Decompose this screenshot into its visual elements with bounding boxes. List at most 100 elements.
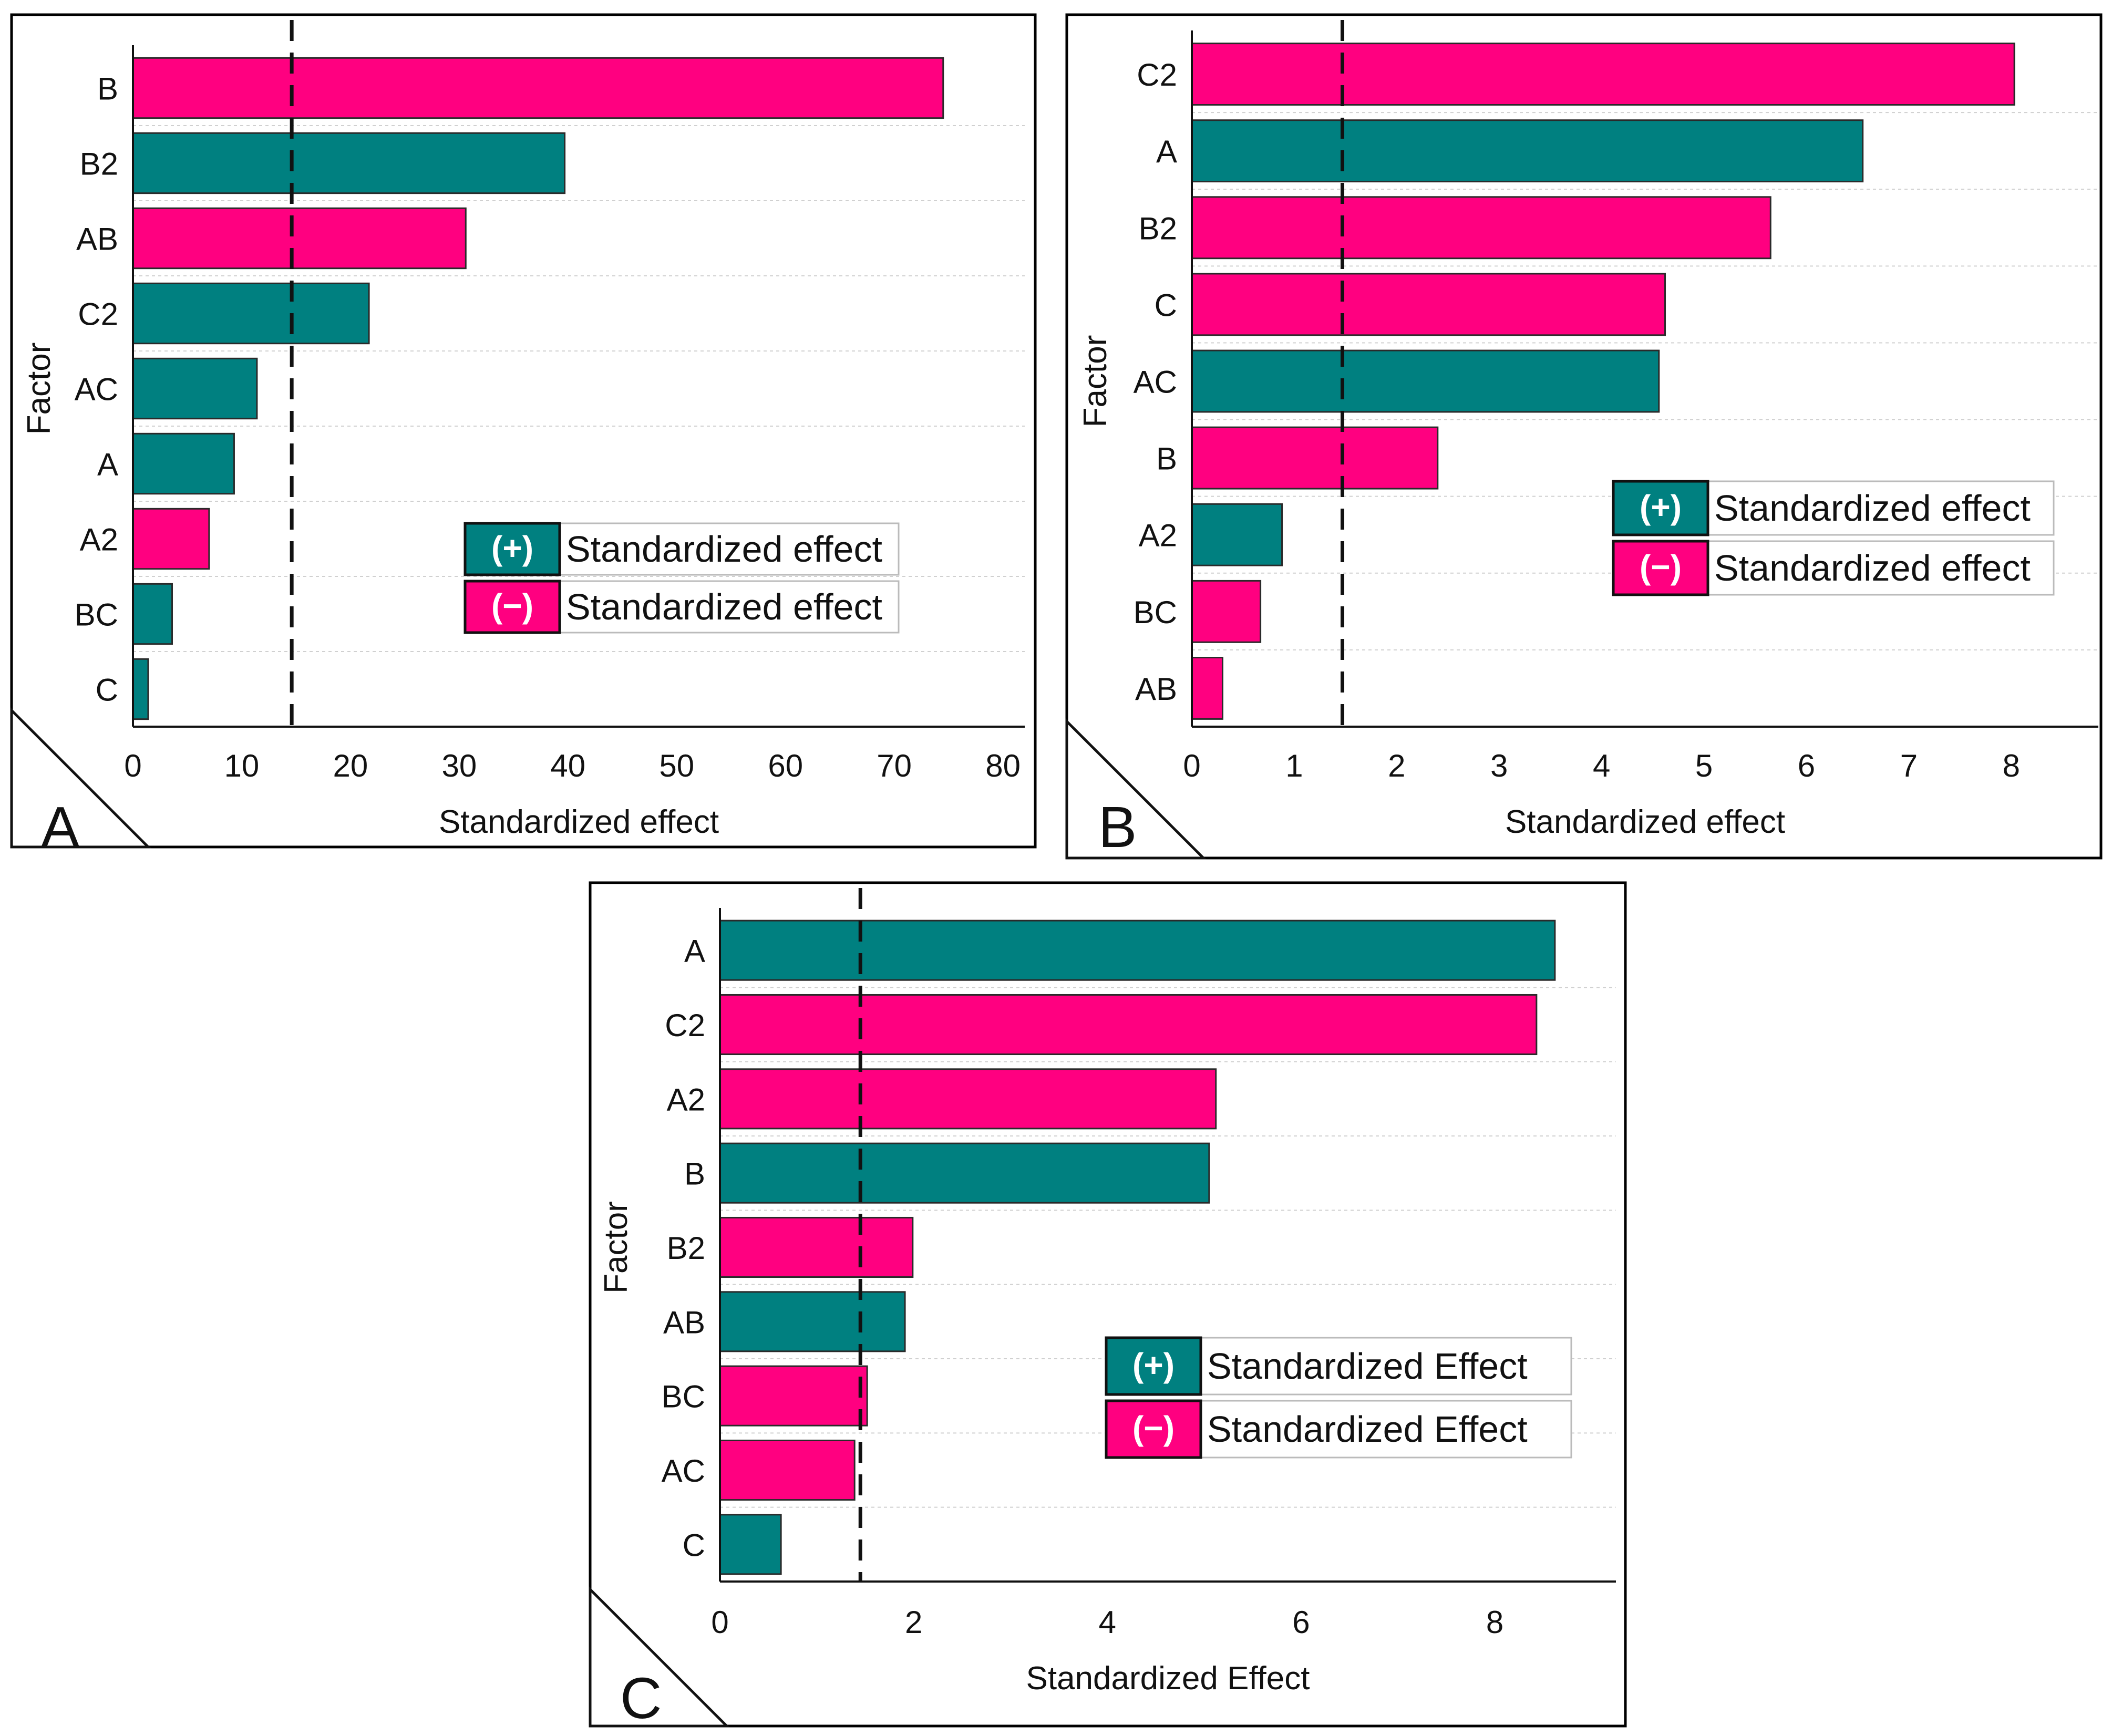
category-label: BC bbox=[662, 1379, 705, 1414]
panel-corner-triangle bbox=[10, 707, 152, 849]
bar-ab bbox=[719, 1291, 906, 1352]
bar-c bbox=[719, 1514, 782, 1575]
category-label: B bbox=[97, 71, 118, 107]
y-axis-title: Factor bbox=[21, 343, 57, 435]
category-label: A2 bbox=[1139, 518, 1177, 553]
x-tick-label: 5 bbox=[1695, 748, 1713, 783]
legend-sign: (−) bbox=[491, 587, 533, 625]
x-tick-label: 4 bbox=[1099, 1605, 1116, 1640]
category-label: B bbox=[1156, 441, 1177, 477]
x-tick-label: 8 bbox=[2003, 748, 2020, 783]
legend-label: Standardized Effect bbox=[1207, 1346, 1528, 1387]
legend-swatch bbox=[1105, 1399, 1202, 1459]
bar-c bbox=[1191, 273, 1666, 336]
y-axis-title: Factor bbox=[598, 1201, 634, 1294]
x-tick-label: 6 bbox=[1292, 1605, 1310, 1640]
legend-label: Standardized effect bbox=[1714, 488, 2031, 529]
x-tick-label: 6 bbox=[1798, 748, 1815, 783]
category-label: B2 bbox=[80, 147, 118, 182]
legend-swatch bbox=[463, 580, 561, 634]
bar-b bbox=[719, 1142, 1210, 1204]
legend-label: Standardized effect bbox=[566, 529, 882, 570]
bar-ab bbox=[132, 207, 467, 270]
bar-ac bbox=[132, 357, 258, 420]
legend-swatch bbox=[1105, 1336, 1202, 1396]
bar-a2 bbox=[719, 1068, 1217, 1130]
x-tick-label: 0 bbox=[124, 748, 141, 783]
x-tick-label: 10 bbox=[224, 748, 260, 783]
bar-c2 bbox=[719, 994, 1538, 1056]
bar-c2 bbox=[1191, 43, 2015, 106]
bar-ac bbox=[719, 1439, 856, 1501]
x-tick-label: 2 bbox=[1388, 748, 1405, 783]
legend-label: Standardized effect bbox=[1714, 547, 2031, 588]
bar-bc bbox=[1191, 580, 1262, 643]
category-label: C2 bbox=[665, 1008, 705, 1043]
category-label: AC bbox=[662, 1453, 705, 1489]
category-label: A2 bbox=[80, 522, 118, 557]
legend-label: Standardized Effect bbox=[1207, 1409, 1528, 1450]
x-tick-label: 0 bbox=[711, 1605, 728, 1640]
legend-sign: (−) bbox=[1640, 548, 1682, 586]
x-tick-label: 50 bbox=[659, 748, 694, 783]
bar-b2 bbox=[719, 1216, 914, 1278]
legend-sign: (−) bbox=[1132, 1409, 1175, 1447]
legend-swatch bbox=[463, 522, 561, 576]
chart-panel-a: B B2 AB C2 AC A A2 BC C 0 10 20 30 40 50 60 70 80 Standard… bbox=[10, 13, 1037, 860]
bar-b bbox=[132, 57, 944, 119]
bar-a2 bbox=[132, 508, 210, 570]
chart-panel-b: C2 A B2 C AC B A2 BC AB 0 1 2 3 4 5 6 7 8 Standardized eff… bbox=[1065, 13, 2103, 860]
category-label: B2 bbox=[1139, 211, 1177, 246]
legend-sign: (+) bbox=[1640, 488, 1682, 526]
bar-a bbox=[132, 432, 235, 495]
x-tick-label: 20 bbox=[333, 748, 368, 783]
category-label: AC bbox=[75, 372, 118, 407]
panel-letter: A bbox=[41, 795, 80, 860]
category-label: AB bbox=[76, 222, 118, 257]
category-label: A bbox=[684, 934, 705, 969]
bar-bc bbox=[719, 1365, 868, 1427]
bar-a2 bbox=[1191, 503, 1283, 566]
legend-swatch bbox=[1612, 480, 1709, 536]
category-label: A bbox=[97, 447, 118, 482]
category-label: A2 bbox=[667, 1082, 705, 1117]
panel-letter: B bbox=[1098, 795, 1137, 860]
bar-c bbox=[132, 658, 149, 720]
bar-a bbox=[1191, 119, 1864, 183]
legend-swatch bbox=[1612, 540, 1709, 596]
y-axis-title: Factor bbox=[1077, 335, 1114, 428]
legend-sign: (+) bbox=[1132, 1346, 1175, 1384]
category-label: C bbox=[683, 1527, 705, 1563]
x-tick-label: 8 bbox=[1486, 1605, 1503, 1640]
x-axis-title: Standardized effect bbox=[1505, 804, 1785, 840]
x-axis-title: Standardized effect bbox=[439, 804, 719, 840]
x-tick-label: 1 bbox=[1285, 748, 1303, 783]
chart-panel-c: A C2 A2 B B2 AB BC AC C 0 2 4 6 8 Standardized Effect F… bbox=[589, 881, 1627, 1731]
panel-corner-triangle bbox=[1065, 718, 1207, 860]
category-label: B bbox=[684, 1156, 705, 1192]
x-tick-label: 80 bbox=[985, 748, 1021, 783]
x-tick-label: 30 bbox=[441, 748, 477, 783]
x-tick-label: 0 bbox=[1183, 748, 1200, 783]
x-tick-label: 60 bbox=[768, 748, 803, 783]
x-tick-label: 4 bbox=[1593, 748, 1610, 783]
category-label: C bbox=[96, 673, 118, 708]
category-label: C2 bbox=[78, 297, 118, 332]
legend-label: Standardized effect bbox=[566, 586, 882, 627]
category-label: B2 bbox=[667, 1231, 705, 1266]
category-label: BC bbox=[1134, 595, 1177, 630]
category-label: AC bbox=[1134, 365, 1177, 400]
bar-ac bbox=[1191, 349, 1660, 413]
panel-corner-triangle bbox=[589, 1586, 730, 1728]
category-label: AB bbox=[663, 1305, 705, 1340]
bar-bc bbox=[132, 583, 173, 645]
bar-a bbox=[719, 919, 1556, 981]
category-label: C2 bbox=[1137, 57, 1177, 92]
legend-sign: (+) bbox=[491, 529, 533, 567]
x-axis-title: Standardized Effect bbox=[1026, 1660, 1310, 1697]
x-tick-label: 70 bbox=[877, 748, 912, 783]
panel-letter: C bbox=[620, 1666, 662, 1731]
category-label: C bbox=[1155, 287, 1177, 323]
x-tick-label: 3 bbox=[1490, 748, 1508, 783]
